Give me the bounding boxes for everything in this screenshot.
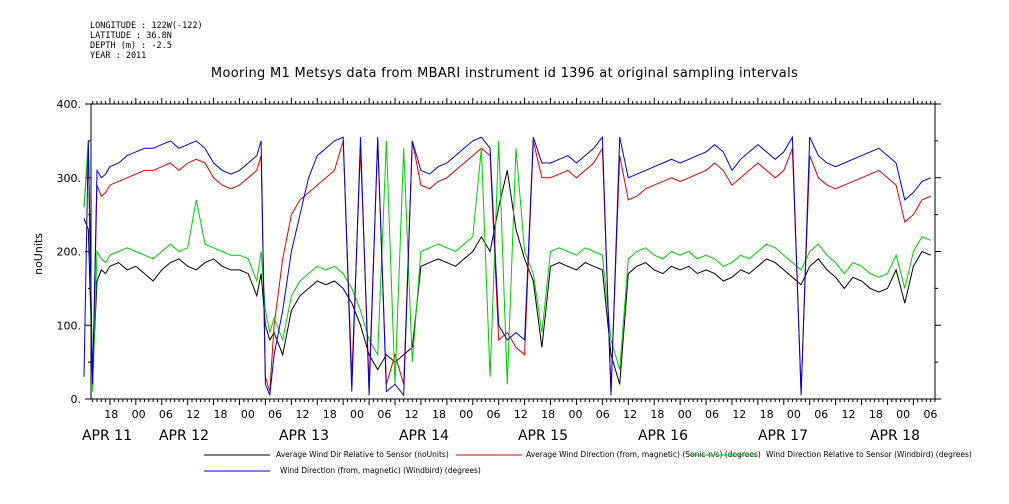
y-tick-label: 300. [57,172,82,185]
x-tick-label: 06 [923,408,937,421]
x-date-label: APR 15 [518,428,568,444]
x-tick-label: 06 [268,408,282,421]
series-line-wind-dir-windbird [83,135,931,397]
x-tick-label: 06 [377,408,391,421]
y-tick-label: 100. [57,319,82,332]
plot-frame [90,103,936,400]
x-tick-label: 12 [295,408,309,421]
year-text: YEAR : 2011 [90,51,147,61]
legend: Average Wind Dir Relative to Sensor (noU… [204,450,972,475]
x-tick-label: 12 [405,408,419,421]
series-group [83,135,931,397]
x-tick-label: 18 [432,408,446,421]
x-tick-label: 06 [487,408,501,421]
depth-text: DEPTH (m) : -2.5 [90,41,172,51]
x-tick-label: 06 [596,408,610,421]
x-date-label: APR 16 [638,428,688,444]
longitude-text: LONGITUDE : 122W(-122) [90,21,203,31]
y-axis-label: noUnits [32,233,45,275]
x-date-label: APR 14 [399,428,449,444]
x-tick-label: 18 [869,408,883,421]
x-tick-label: 00 [896,408,910,421]
x-tick-label: 12 [842,408,856,421]
x-tick-label: 12 [514,408,528,421]
legend-entry: Average Wind Direction (from, magnetic) … [526,450,761,459]
x-date-label: APR 17 [758,428,808,444]
x-tick-label: 00 [568,408,582,421]
x-tick-label: 00 [459,408,473,421]
latitude-text: LATITUDE : 36.8N [90,31,172,41]
series-line-avg-wind-dir-rel [83,170,931,385]
series-line-avg-wind-dir-sonic [83,140,931,392]
x-tick-label: 18 [323,408,337,421]
x-tick-label: 06 [814,408,828,421]
x-tick-label: 00 [241,408,255,421]
x-date-label: APR 11 [82,428,132,444]
y-tick-label: 0. [71,393,82,406]
y-tick-label: 200. [57,246,82,259]
x-tick-label: 00 [678,408,692,421]
x-tick-label: 00 [787,408,801,421]
x-tick-label: 06 [159,408,173,421]
legend-entry: Wind Direction Relative to Sensor (Windb… [766,450,972,459]
legend-entry: Wind Direction (from, magnetic) (Windbir… [280,466,481,475]
x-tick-label: 18 [541,408,555,421]
x-tick-label: 00 [132,408,146,421]
chart-title: Mooring M1 Metsys data from MBARI instru… [210,66,799,81]
x-tick-label: 12 [186,408,200,421]
metadata-block: LONGITUDE : 122W(-122) LATITUDE : 36.8N … [90,21,203,61]
series-line-wind-dir-rel-windbird [83,140,931,392]
x-date-label: APR 18 [870,428,920,444]
plot-area: 0. 100. 200. 300. 400. 18 00 06 12 18 00 06 12 18 00 06… [57,98,941,444]
x-tick-label: 18 [760,408,774,421]
x-tick-label: 00 [350,408,364,421]
x-tick-label: 06 [705,408,719,421]
legend-entry: Average Wind Dir Relative to Sensor (noU… [276,450,449,459]
y-tick-label: 400. [57,98,82,111]
x-date-label: APR 13 [279,428,329,444]
x-tick-label: 18 [214,408,228,421]
x-tick-label: 12 [623,408,637,421]
x-tick-label: 12 [732,408,746,421]
x-tick-label: 18 [104,408,118,421]
x-date-label: APR 12 [159,428,209,444]
x-tick-label: 18 [650,408,664,421]
